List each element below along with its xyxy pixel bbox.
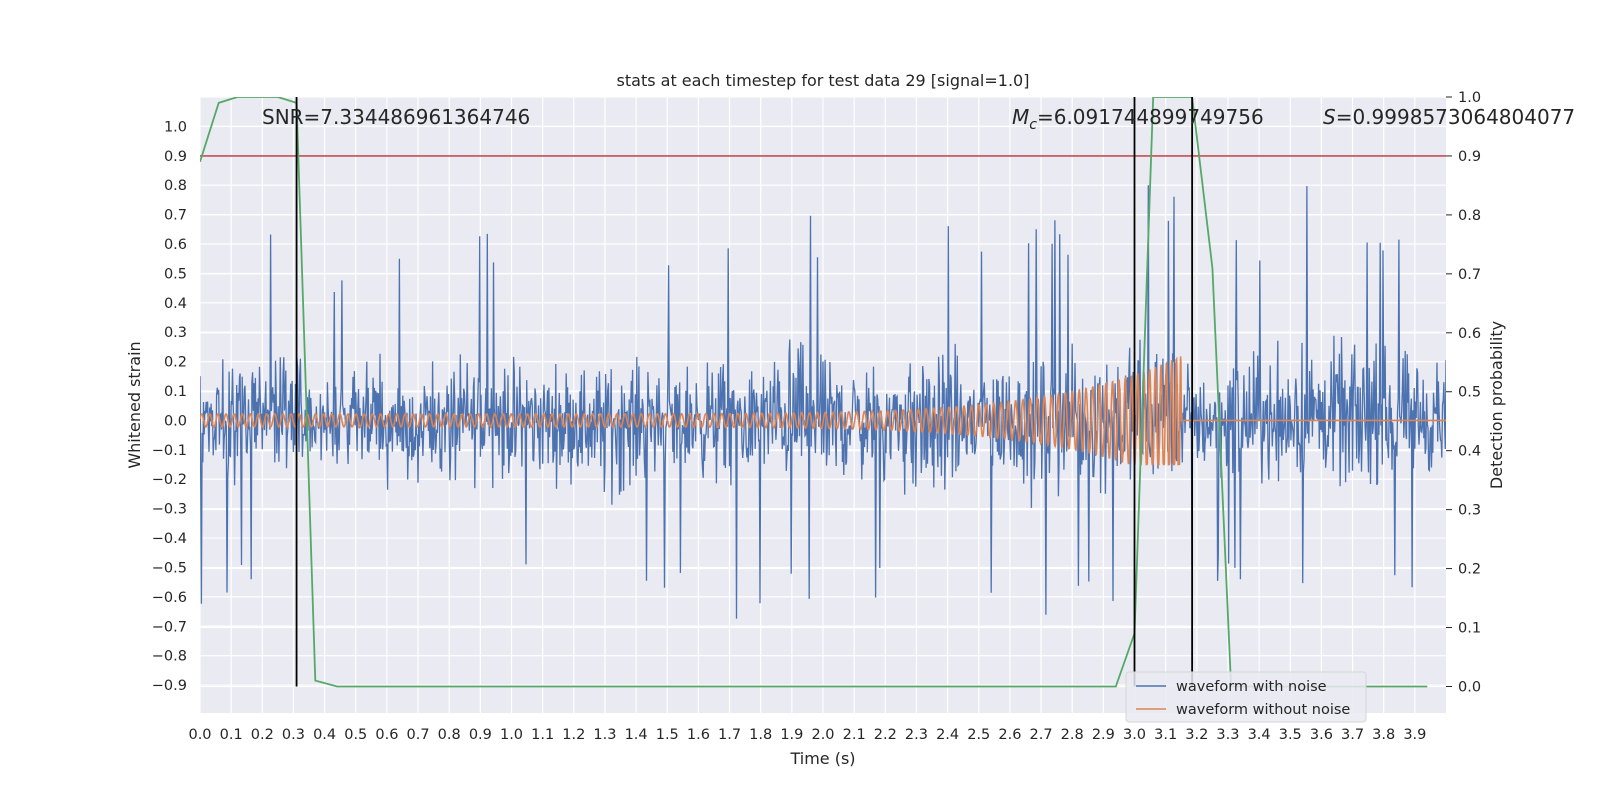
right-y-tick-label: 0.9 xyxy=(1458,149,1481,165)
x-tick-label: 2.8 xyxy=(1061,727,1084,743)
chirp-mass-annotation: Mc=6.091744899749756 xyxy=(1012,105,1264,133)
y-tick-label: 0.8 xyxy=(164,178,187,194)
y-tick-label: 0.6 xyxy=(164,237,187,253)
right-y-tick-label: 0.4 xyxy=(1458,444,1481,460)
right-y-tick-label: 0.1 xyxy=(1458,621,1481,637)
waveform-without-noise-line xyxy=(200,356,1446,466)
x-tick-label: 1.2 xyxy=(562,727,585,743)
x-tick-label: 3.5 xyxy=(1279,727,1302,743)
chart-title: stats at each timestep for test data 29 … xyxy=(617,71,1030,90)
x-tick-label: 0.5 xyxy=(344,727,367,743)
legend-box xyxy=(1125,671,1367,723)
right-y-tick-label: 0.2 xyxy=(1458,562,1481,578)
legend-entry-noise: waveform with noise xyxy=(1176,679,1327,695)
y-tick-label: 0.7 xyxy=(164,208,187,224)
x-tick-label: 2.6 xyxy=(998,727,1021,743)
y-tick-label: 0.3 xyxy=(164,325,187,341)
detection-probability-line xyxy=(200,97,1428,688)
y-tick-label: 1.0 xyxy=(164,119,187,135)
x-tick-label: 2.9 xyxy=(1092,727,1115,743)
x-tick-label: 1.8 xyxy=(749,727,772,743)
x-tick-label: 0.3 xyxy=(282,727,305,743)
x-tick-label: 3.3 xyxy=(1216,727,1239,743)
right-y-tick-label: 0.7 xyxy=(1458,267,1481,283)
y-tick-label: −0.3 xyxy=(152,502,187,518)
x-tick-label: 2.0 xyxy=(811,727,834,743)
x-tick-label: 0.2 xyxy=(251,727,274,743)
x-tick-label: 1.3 xyxy=(593,727,616,743)
x-tick-label: 0.1 xyxy=(220,727,243,743)
right-y-tick-label: 0.6 xyxy=(1458,326,1481,342)
score-annotation: S=0.9998573064804077 xyxy=(1323,105,1575,129)
x-axis-label: Time (s) xyxy=(789,749,855,768)
y-tick-label: −0.9 xyxy=(152,678,187,694)
x-tick-label: 3.8 xyxy=(1372,727,1395,743)
x-tick-label: 3.9 xyxy=(1403,727,1426,743)
y-tick-label: −0.4 xyxy=(152,531,187,547)
x-tick-label: 0.6 xyxy=(375,727,398,743)
x-tick-label: 0.8 xyxy=(438,727,461,743)
x-tick-label: 0.0 xyxy=(188,727,211,743)
right-y-tick-label: 1.0 xyxy=(1458,90,1481,106)
x-tick-label: 1.0 xyxy=(500,727,523,743)
x-tick-label: 1.5 xyxy=(656,727,679,743)
y-tick-label: −0.5 xyxy=(152,560,187,576)
y-tick-label: −0.1 xyxy=(152,443,187,459)
y-tick-label: 0.2 xyxy=(164,355,187,371)
x-tick-label: 2.2 xyxy=(874,727,897,743)
x-tick-label: 3.2 xyxy=(1185,727,1208,743)
y-tick-label: 0.0 xyxy=(164,413,187,429)
x-tick-label: 1.9 xyxy=(780,727,803,743)
right-y-tick-label: 0.8 xyxy=(1458,208,1481,224)
x-tick-label: 2.5 xyxy=(967,727,990,743)
y-axis-label: Whitened strain xyxy=(125,341,144,468)
y-tick-label: −0.8 xyxy=(152,649,187,665)
snr-annotation: SNR=7.334486961364746 xyxy=(262,105,530,129)
x-tick-label: 0.4 xyxy=(313,727,336,743)
x-tick-label: 1.1 xyxy=(531,727,554,743)
series-layer xyxy=(200,97,1446,688)
x-tick-label: 2.3 xyxy=(905,727,928,743)
right-y-axis-label: Detection probability xyxy=(1487,321,1506,489)
y-tick-label: 0.4 xyxy=(164,296,187,312)
x-tick-label: 0.7 xyxy=(407,727,430,743)
x-tick-label: 3.7 xyxy=(1341,727,1364,743)
x-tick-label: 0.9 xyxy=(469,727,492,743)
x-tick-label: 3.1 xyxy=(1154,727,1177,743)
y-tick-label: 0.1 xyxy=(164,384,187,400)
y-tick-label: 0.5 xyxy=(164,266,187,282)
right-y-tick-label: 0.5 xyxy=(1458,385,1481,401)
y-tick-label: −0.6 xyxy=(152,590,187,606)
x-tick-label: 2.7 xyxy=(1030,727,1053,743)
legend-entry-clean: waveform without noise xyxy=(1176,702,1350,718)
x-tick-label: 3.6 xyxy=(1310,727,1333,743)
right-y-tick-label: 0.3 xyxy=(1458,503,1481,519)
y-tick-label: 0.9 xyxy=(164,149,187,165)
waveform-with-noise-line xyxy=(200,185,1446,619)
right-y-tick-label: 0.0 xyxy=(1458,679,1481,695)
x-tick-label: 1.6 xyxy=(687,727,710,743)
y-tick-label: −0.2 xyxy=(152,472,187,488)
x-tick-label: 2.1 xyxy=(843,727,866,743)
x-tick-label: 2.4 xyxy=(936,727,959,743)
x-tick-label: 3.4 xyxy=(1248,727,1271,743)
tick-labels: 0.0 0.1 0.2 0.3 0.4 0.5 0.6 0.7 0.8 0.9 1.0 1.1 1.2 1… xyxy=(152,90,1481,743)
legend: waveform with noise waveform without noi… xyxy=(1125,671,1367,723)
y-tick-label: −0.7 xyxy=(152,619,187,635)
x-tick-label: 1.4 xyxy=(625,727,648,743)
x-tick-label: 3.0 xyxy=(1123,727,1146,743)
x-tick-label: 1.7 xyxy=(718,727,741,743)
